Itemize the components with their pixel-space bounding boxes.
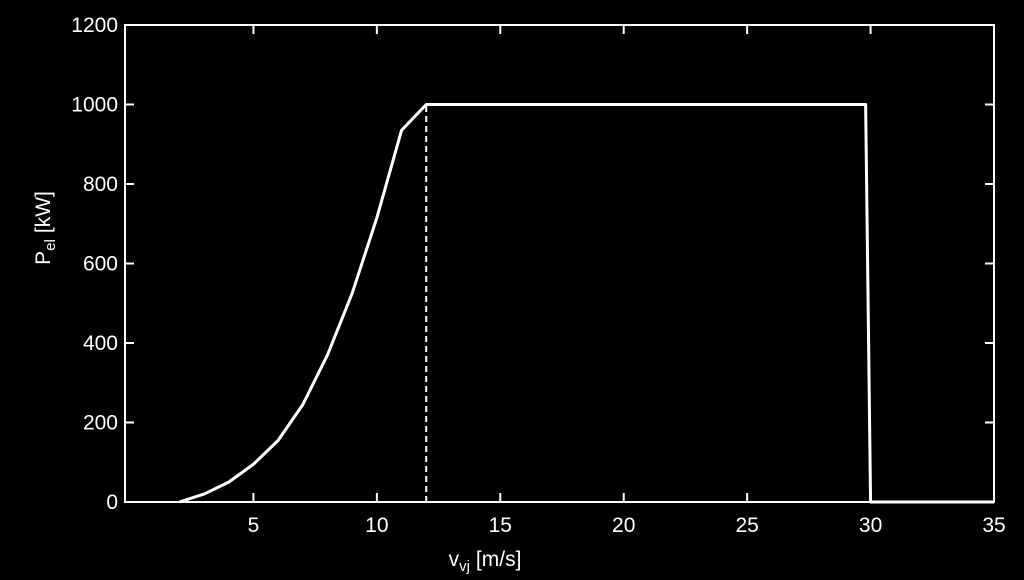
x-tick-label: 30 <box>859 514 882 537</box>
y-tick-label: 800 <box>83 173 118 196</box>
y-label-unit: [kW] <box>32 191 55 233</box>
x-label-unit: [m/s] <box>476 548 522 571</box>
y-tick-label: 1000 <box>71 94 118 117</box>
x-tick-label: 35 <box>982 514 1005 537</box>
y-tick-label: 400 <box>83 332 118 355</box>
y-tick-label: 600 <box>83 253 118 276</box>
y-label-sub: el <box>42 239 59 251</box>
x-tick-label: 10 <box>365 514 388 537</box>
x-tick-label: 15 <box>489 514 512 537</box>
y-axis-label: Pel [kW] <box>32 191 59 265</box>
data-line <box>178 103 994 504</box>
y-tick-label: 1200 <box>71 14 118 37</box>
x-tick-label: 20 <box>612 514 635 537</box>
y-tick-label: 0 <box>106 491 118 514</box>
x-tick-label: 25 <box>735 514 758 537</box>
x-label-main: v <box>449 548 460 571</box>
x-label-sub: vj <box>459 558 470 575</box>
x-tick-label: 5 <box>248 514 260 537</box>
plot-frame <box>124 24 995 503</box>
y-tick-label: 200 <box>83 412 118 435</box>
x-axis-label: vvj [m/s] <box>449 548 522 575</box>
y-label-main: P <box>32 251 55 265</box>
